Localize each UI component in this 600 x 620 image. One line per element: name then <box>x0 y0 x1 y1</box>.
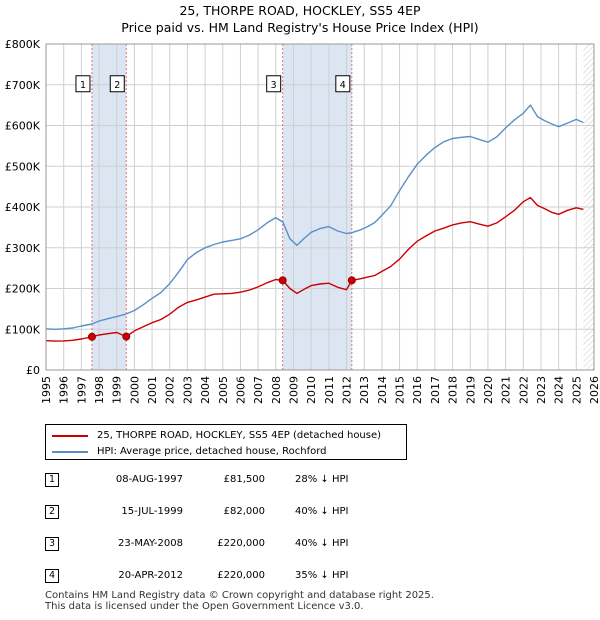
x-tick-label: 2001 <box>146 376 159 404</box>
sale-date: 15-JUL-1999 <box>121 506 183 517</box>
sale-point <box>347 276 356 285</box>
sale-date: 23-MAY-2008 <box>117 538 183 549</box>
x-tick-label: 2007 <box>252 376 265 404</box>
x-tick-label: 2017 <box>429 376 442 404</box>
x-tick-label: 2023 <box>535 376 548 404</box>
x-tick-label: 2002 <box>164 376 177 404</box>
table-row: 4 20-APR-2012 £220,000 35% ↓ HPI <box>45 568 445 588</box>
sale-price: £220,000 <box>217 538 265 549</box>
chart-title: 25, THORPE ROAD, HOCKLEY, SS5 4EP Price … <box>0 2 600 36</box>
x-tick-label: 2000 <box>128 376 141 404</box>
title-line-2: Price paid vs. HM Land Registry's House … <box>121 20 479 35</box>
footer-line-2: This data is licensed under the Open Gov… <box>45 601 364 612</box>
sale-date: 20-APR-2012 <box>118 570 183 581</box>
sale-point <box>87 332 96 341</box>
sale-hpi-diff: 35% ↓ HPI <box>295 570 349 581</box>
x-tick-label: 2013 <box>358 376 371 404</box>
legend-label-hpi: HPI: Average price, detached house, Roch… <box>97 446 327 457</box>
plot-area <box>45 43 595 371</box>
property-series-line <box>45 196 584 342</box>
sale-point <box>278 276 287 285</box>
x-tick-label: 2020 <box>482 376 495 404</box>
sale-marker-badge: 1 <box>45 473 59 487</box>
sale-hpi-diff: 40% ↓ HPI <box>295 538 349 549</box>
sale-date: 08-AUG-1997 <box>115 474 183 485</box>
sale-price: £82,000 <box>223 506 265 517</box>
sale-number-frame <box>266 75 282 93</box>
sale-number-frame <box>75 75 91 93</box>
x-tick-label: 2019 <box>464 376 477 404</box>
hpi-series-line <box>45 104 584 330</box>
sale-number-box: 4 <box>335 75 351 93</box>
x-tick-label: 2016 <box>411 376 424 404</box>
sale-number-box: 1 <box>75 75 91 93</box>
x-tick-label: 1997 <box>75 376 88 404</box>
sale-number-box: 3 <box>266 75 282 93</box>
y-tick-label: £300K <box>5 242 41 255</box>
x-tick-label: 1995 <box>40 376 53 404</box>
x-tick-label: 2025 <box>570 376 583 404</box>
x-tick-label: 2014 <box>376 376 389 404</box>
sale-hpi-diff: 28% ↓ HPI <box>295 474 349 485</box>
legend: 25, THORPE ROAD, HOCKLEY, SS5 4EP (detac… <box>45 424 407 460</box>
sale-number-box: 2 <box>109 75 125 93</box>
x-tick-label: 2009 <box>287 376 300 404</box>
x-tick-label: 2008 <box>270 376 283 404</box>
x-tick-label: 2012 <box>341 376 354 404</box>
y-tick-label: £500K <box>5 160 41 173</box>
x-tick-label: 2006 <box>234 376 247 404</box>
legend-label-property: 25, THORPE ROAD, HOCKLEY, SS5 4EP (detac… <box>97 430 382 441</box>
y-tick-label: £0 <box>26 364 40 377</box>
y-tick-label: £700K <box>5 79 41 92</box>
footer-attribution: Contains HM Land Registry data © Crown c… <box>45 590 434 612</box>
x-tick-label: 2004 <box>199 376 212 404</box>
forecast-hatch <box>583 44 594 370</box>
y-tick-label: £100K <box>5 323 41 336</box>
y-tick-label: £200K <box>5 283 41 296</box>
footer-line-1: Contains HM Land Registry data © Crown c… <box>45 590 434 601</box>
sale-hpi-diff: 40% ↓ HPI <box>295 506 349 517</box>
sale-number-label: 1 <box>80 80 86 91</box>
x-tick-label: 2005 <box>217 376 230 404</box>
price-chart: 1 2 3 4 £0 £100K £200K £300K £400K £500K £600K £70… <box>5 38 600 404</box>
x-tick-label: 2022 <box>517 376 530 404</box>
sale-number-label: 2 <box>114 80 120 91</box>
title-line-1: 25, THORPE ROAD, HOCKLEY, SS5 4EP <box>179 3 421 18</box>
x-tick-label: 2024 <box>553 376 566 404</box>
sale-marker-badge: 2 <box>45 505 59 519</box>
sale-number-frame <box>335 75 351 93</box>
x-tick-label: 2018 <box>447 376 460 404</box>
sale-number-frame <box>109 75 125 93</box>
x-tick-label: 2026 <box>588 376 600 404</box>
x-tick-label: 2011 <box>323 376 336 404</box>
legend-swatch-hpi <box>52 451 88 453</box>
x-tick-label: 2021 <box>500 376 513 404</box>
table-row: 1 08-AUG-1997 £81,500 28% ↓ HPI <box>45 472 445 492</box>
x-tick-label: 2003 <box>181 376 194 404</box>
sale-price: £220,000 <box>217 570 265 581</box>
x-tick-label: 1999 <box>111 376 124 404</box>
sale-number-label: 4 <box>340 80 346 91</box>
x-tick-label: 2010 <box>305 376 318 404</box>
x-tick-label: 2015 <box>394 376 407 404</box>
x-tick-label: 1998 <box>93 376 106 404</box>
sale-number-label: 3 <box>271 80 277 91</box>
legend-swatch-property <box>52 435 88 437</box>
table-row: 3 23-MAY-2008 £220,000 40% ↓ HPI <box>45 536 445 556</box>
y-tick-label: £400K <box>5 201 41 214</box>
sale-marker-badge: 3 <box>45 537 59 551</box>
sale-marker-badge: 4 <box>45 569 59 583</box>
sale-point <box>122 332 131 341</box>
x-tick-label: 1996 <box>58 376 71 404</box>
y-tick-label: £800K <box>5 38 41 51</box>
sale-price: £81,500 <box>223 474 265 485</box>
table-row: 2 15-JUL-1999 £82,000 40% ↓ HPI <box>45 504 445 524</box>
y-tick-label: £600K <box>5 120 41 133</box>
